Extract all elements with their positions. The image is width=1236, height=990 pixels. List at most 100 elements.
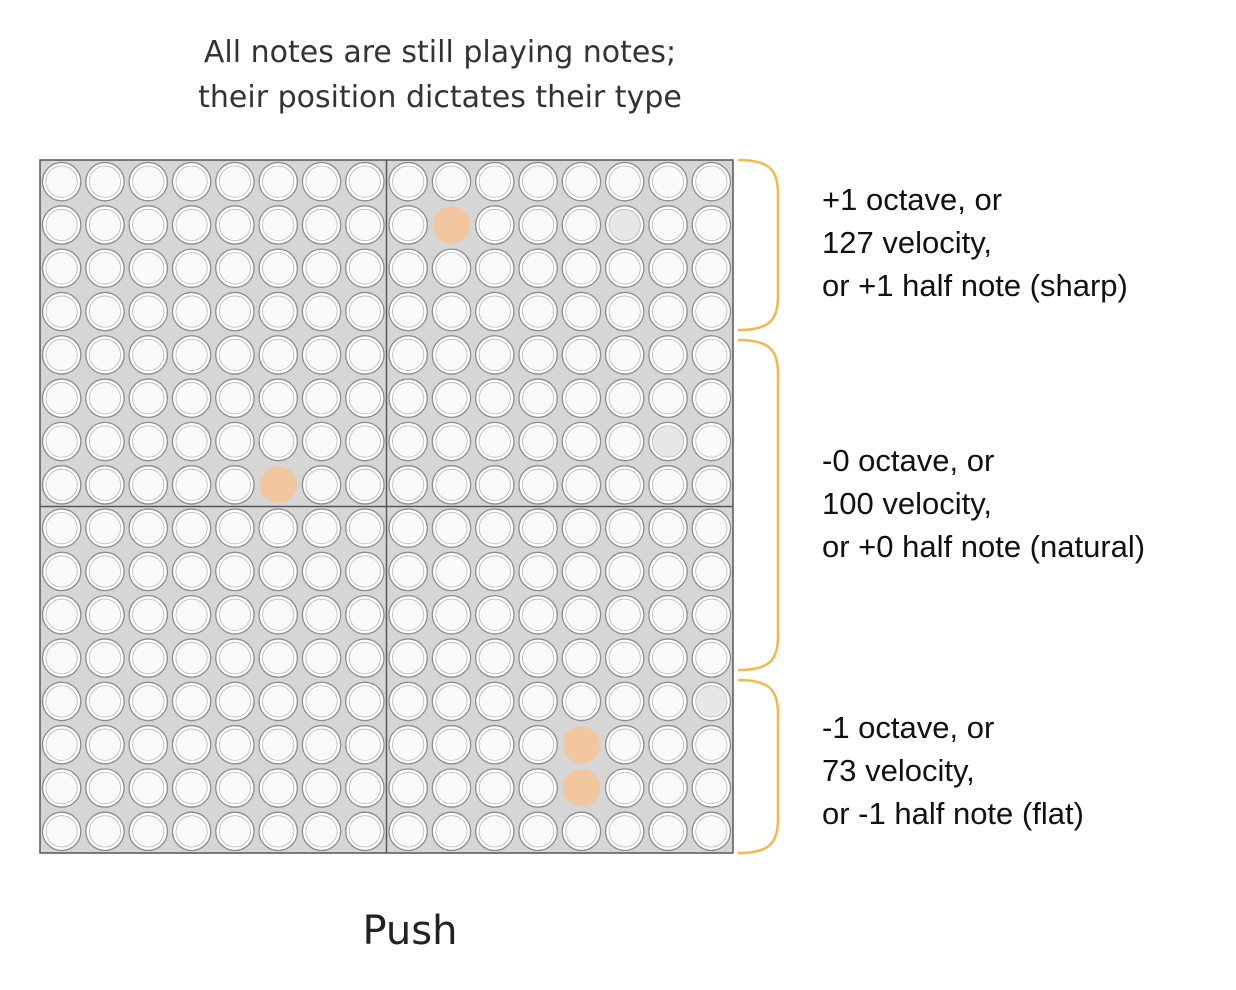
- pad-inner: [435, 382, 468, 415]
- pad-inner: [435, 685, 468, 718]
- pad-inner: [175, 685, 208, 718]
- pad-inner: [435, 642, 468, 675]
- pad-inner: [695, 295, 728, 328]
- pad-inner: [392, 208, 425, 242]
- pad-inner: [651, 295, 685, 328]
- pad-inner: [262, 338, 295, 371]
- pad-inner: [262, 165, 295, 198]
- pad-inner: [88, 468, 122, 501]
- pad-inner: [522, 598, 555, 631]
- pad-inner: [522, 468, 555, 501]
- pad-inner: [348, 425, 381, 458]
- pad-inner: [478, 815, 511, 848]
- pad-inner: [175, 598, 208, 631]
- pad-inner: [478, 468, 511, 501]
- pad-inner: [262, 295, 295, 328]
- pad-inner: [651, 338, 685, 371]
- pad-inner: [478, 512, 511, 545]
- brace-top: [737, 158, 780, 332]
- pad-inner: [695, 642, 728, 675]
- pad-inner: [608, 815, 641, 848]
- region-bottom-line-3: or -1 half note (flat): [822, 796, 1084, 831]
- pad-inner: [45, 165, 78, 198]
- pad-inner: [218, 685, 251, 718]
- region-label-bottom: -1 octave, or 73 velocity, or -1 half no…: [822, 706, 1084, 835]
- pad-inner: [348, 555, 381, 588]
- pad-inner: [695, 252, 728, 285]
- pad-inner: [392, 771, 425, 805]
- pad-inner: [651, 425, 685, 458]
- pad-inner: [565, 425, 598, 458]
- pad-inner: [478, 295, 511, 328]
- pad-inner: [478, 252, 511, 285]
- pad-highlighted: [431, 205, 472, 245]
- caption-line-1: All notes are still playing notes;: [203, 35, 677, 70]
- pad-inner: [565, 252, 598, 285]
- pad-inner: [392, 555, 425, 588]
- pad-inner: [392, 642, 425, 675]
- pad-inner: [45, 771, 78, 805]
- pad-inner: [392, 598, 425, 631]
- pad-inner: [435, 165, 468, 198]
- pad-inner: [45, 208, 78, 242]
- pad-inner: [392, 165, 425, 198]
- pad-inner: [88, 338, 122, 371]
- caption: All notes are still playing notes; their…: [100, 30, 780, 120]
- pad-inner: [651, 815, 685, 848]
- pad-inner: [435, 728, 468, 761]
- pad-inner: [478, 555, 511, 588]
- pad-inner: [262, 252, 295, 285]
- pad-inner: [435, 252, 468, 285]
- pad-inner: [522, 425, 555, 458]
- pad-inner: [305, 208, 338, 242]
- pad-inner: [695, 771, 728, 805]
- pad-inner: [565, 382, 598, 415]
- region-label-middle: -0 octave, or 100 velocity, or +0 half n…: [822, 439, 1145, 568]
- region-label-top: +1 octave, or 127 velocity, or +1 half n…: [822, 178, 1128, 307]
- pad-inner: [305, 555, 338, 588]
- pad-inner: [45, 252, 78, 285]
- pad-highlighted: [561, 725, 602, 765]
- pad-inner: [305, 728, 338, 761]
- pad-inner: [45, 512, 78, 545]
- device-label: Push: [362, 908, 458, 954]
- pad-inner: [608, 382, 641, 415]
- pad-inner: [478, 642, 511, 675]
- pad-inner: [565, 295, 598, 328]
- region-bottom-line-1: -1 octave, or: [822, 710, 995, 745]
- pad-group: [41, 161, 732, 852]
- pad-inner: [478, 771, 511, 805]
- pad-inner: [175, 555, 208, 588]
- pad-inner: [348, 815, 381, 848]
- pad-inner: [435, 338, 468, 371]
- pad-inner: [175, 728, 208, 761]
- pad-inner: [175, 165, 208, 198]
- pad-inner: [651, 382, 685, 415]
- pad-inner: [522, 512, 555, 545]
- pad-inner: [348, 252, 381, 285]
- pad-inner: [88, 815, 122, 848]
- pad-inner: [218, 252, 251, 285]
- pad-inner: [175, 425, 208, 458]
- pad-inner: [88, 771, 122, 805]
- pad-inner: [392, 252, 425, 285]
- pad-inner: [348, 468, 381, 501]
- pad-inner: [305, 468, 338, 501]
- pad-inner: [608, 728, 641, 761]
- pad-inner: [132, 295, 165, 328]
- pad-inner: [565, 468, 598, 501]
- pad-inner: [565, 512, 598, 545]
- pad-inner: [695, 208, 728, 242]
- pad-inner: [218, 208, 251, 242]
- pad-inner: [305, 165, 338, 198]
- pad-inner: [695, 598, 728, 631]
- pad-inner: [262, 642, 295, 675]
- pad-inner: [478, 208, 511, 242]
- pad-inner: [348, 685, 381, 718]
- pad-inner: [608, 512, 641, 545]
- pad-inner: [522, 685, 555, 718]
- brace-bottom: [737, 678, 780, 855]
- pad-inner: [608, 771, 641, 805]
- pad-inner: [522, 252, 555, 285]
